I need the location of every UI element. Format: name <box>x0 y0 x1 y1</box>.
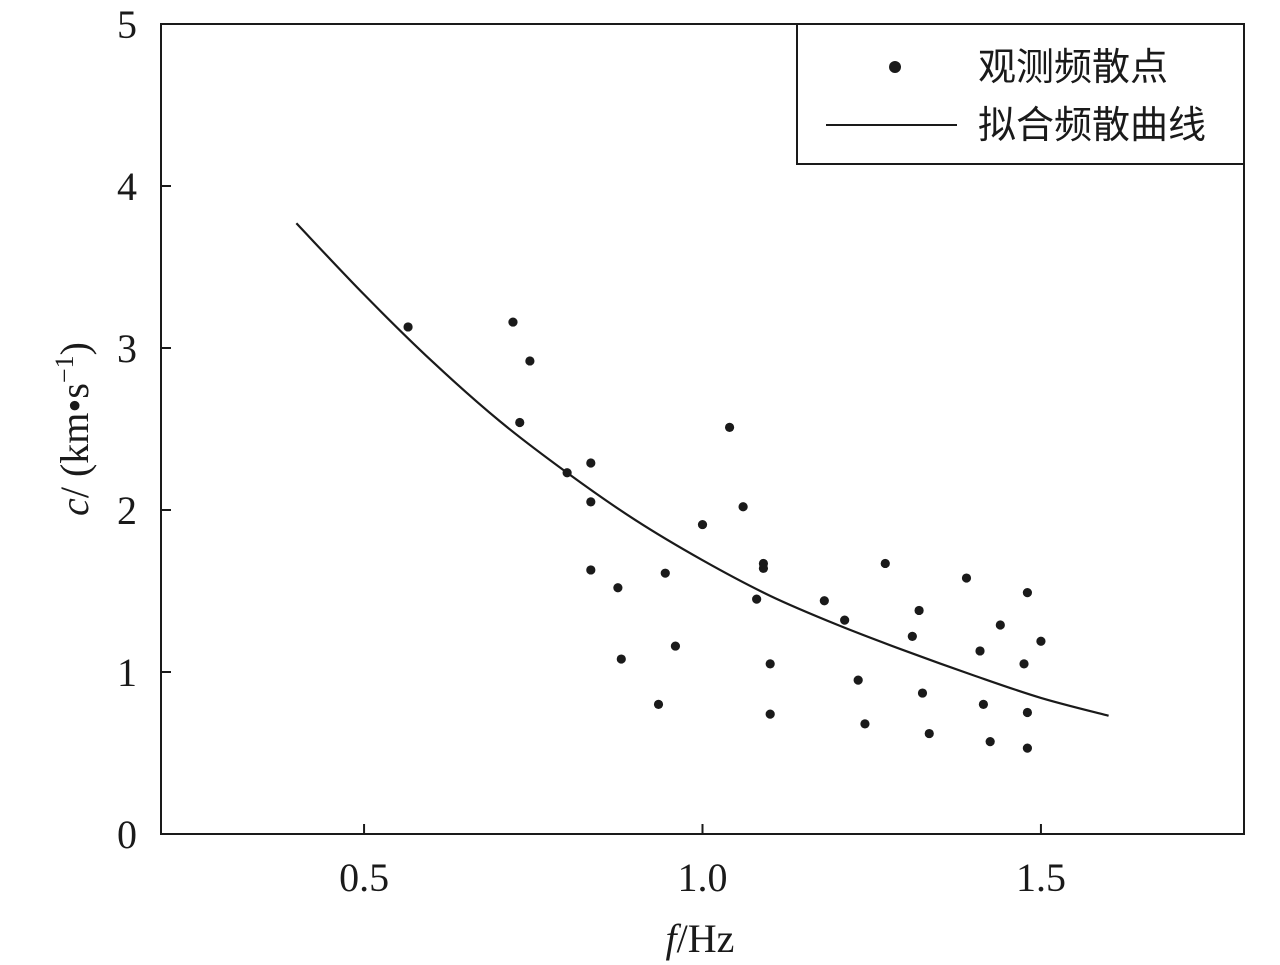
y-tick-label: 2 <box>117 488 137 533</box>
x-tick-label: 0.5 <box>339 855 389 900</box>
observed-point <box>586 497 595 506</box>
observed-point <box>962 573 971 582</box>
y-tick-label: 4 <box>117 164 137 209</box>
observed-point <box>1019 659 1028 668</box>
observed-point <box>1023 708 1032 717</box>
observed-point <box>739 502 748 511</box>
observed-point <box>979 700 988 709</box>
y-axis-title: c/ (km•s−1) <box>50 342 97 516</box>
x-tick-label: 1.0 <box>678 855 728 900</box>
observed-point <box>586 458 595 467</box>
y-axis-var: c <box>52 498 97 516</box>
legend: 观测频散点 拟合频散曲线 <box>797 24 1244 164</box>
observed-point <box>766 710 775 719</box>
observed-point <box>661 569 670 578</box>
y-tick-label: 1 <box>117 650 137 695</box>
observed-point <box>820 596 829 605</box>
observed-point <box>613 583 622 592</box>
legend-label-fitted: 拟合频散曲线 <box>978 103 1206 147</box>
y-axis-superscript: −1 <box>50 355 79 383</box>
observed-point <box>563 468 572 477</box>
observed-point <box>860 719 869 728</box>
x-tick-label: 1.5 <box>1016 855 1066 900</box>
observed-point <box>525 356 534 365</box>
y-tick-label: 0 <box>117 812 137 857</box>
observed-point <box>840 616 849 625</box>
observed-point <box>508 317 517 326</box>
observed-point <box>515 418 524 427</box>
observed-point <box>925 729 934 738</box>
y-axis-unit: / (km•s <box>52 383 97 498</box>
observed-point <box>698 520 707 529</box>
observed-point <box>908 632 917 641</box>
y-tick-label: 5 <box>117 2 137 47</box>
observed-point <box>996 620 1005 629</box>
observed-point <box>671 641 680 650</box>
observed-point <box>918 688 927 697</box>
fit-curve-layer <box>296 223 1108 715</box>
observed-point <box>854 676 863 685</box>
legend-label-observed: 观测频散点 <box>978 45 1168 89</box>
observed-point <box>1036 637 1045 646</box>
observed-point <box>915 606 924 615</box>
fit-curve <box>296 223 1108 715</box>
y-axis-close: ) <box>52 342 97 355</box>
observed-point <box>752 595 761 604</box>
legend-dot-marker <box>889 61 901 73</box>
y-tick-label: 3 <box>117 326 137 371</box>
observed-point <box>403 322 412 331</box>
observed-point <box>725 423 734 432</box>
observed-point <box>975 646 984 655</box>
observed-points-layer <box>403 317 1045 752</box>
observed-point <box>881 559 890 568</box>
observed-point <box>1023 744 1032 753</box>
x-axis-unit: /Hz <box>677 916 735 961</box>
observed-point <box>654 700 663 709</box>
observed-point <box>586 565 595 574</box>
x-axis-title: f/Hz <box>666 916 735 961</box>
observed-point <box>986 737 995 746</box>
observed-point <box>759 564 768 573</box>
observed-point <box>766 659 775 668</box>
observed-point <box>617 654 626 663</box>
observed-point <box>1023 588 1032 597</box>
